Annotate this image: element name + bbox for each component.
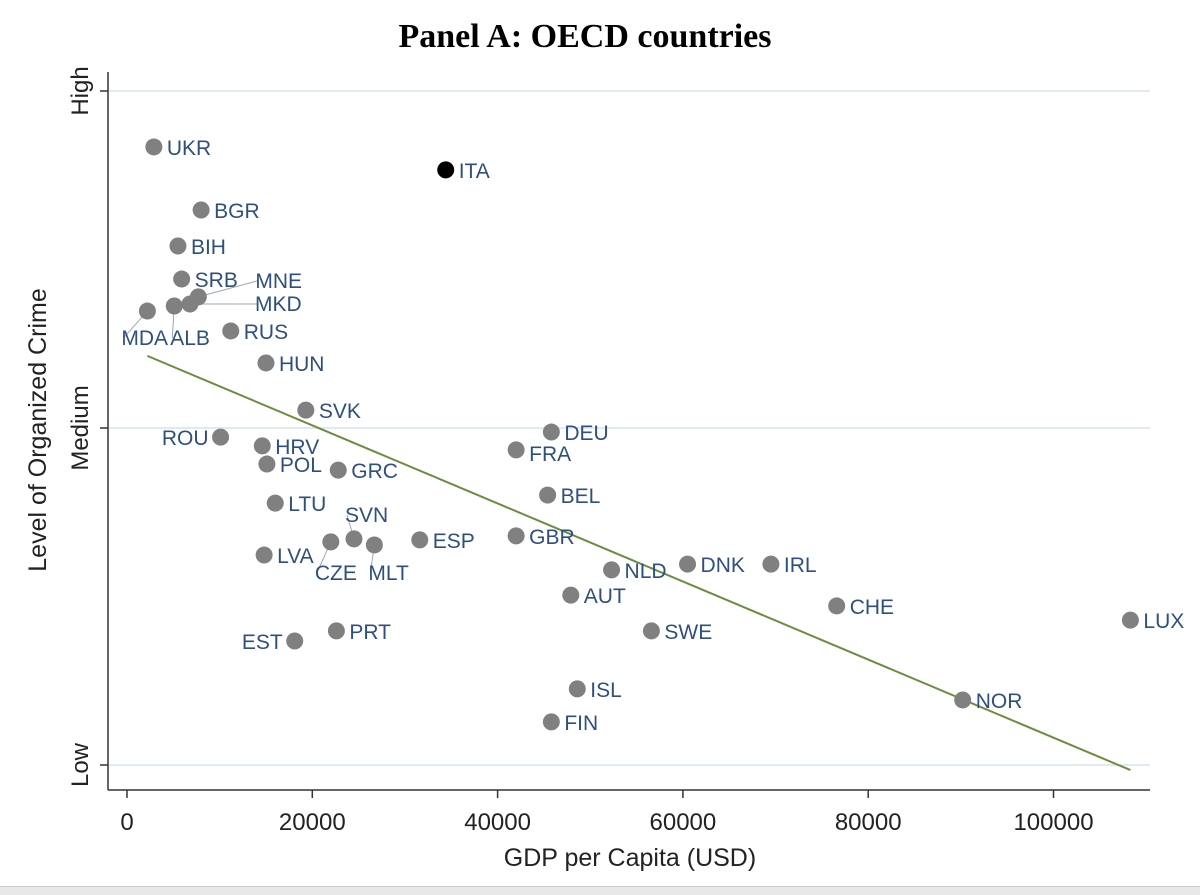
x-tick-label: 80000 (835, 809, 902, 836)
data-point-pol (258, 455, 276, 473)
data-label-rus: RUS (244, 321, 288, 344)
data-point-fin (542, 713, 560, 731)
data-point-lva (255, 546, 273, 564)
data-point-ukr (145, 138, 163, 156)
data-label-mlt: MLT (368, 562, 409, 585)
data-point-hrv (253, 437, 271, 455)
data-point-hun (257, 354, 275, 372)
data-label-aut: AUT (584, 585, 626, 608)
data-point-dnk (679, 555, 697, 573)
x-tick-label: 0 (120, 809, 133, 836)
data-label-deu: DEU (564, 422, 608, 445)
data-label-svn: SVN (345, 504, 388, 527)
chart-title: Panel A: OECD countries (398, 18, 772, 55)
y-tick-label: Medium (67, 385, 94, 470)
x-tick-label: 40000 (464, 809, 531, 836)
data-point-fra (507, 441, 525, 459)
data-point-esp (411, 531, 429, 549)
data-point-rus (222, 322, 240, 340)
data-label-bel: BEL (561, 485, 601, 508)
data-point-mkd (181, 295, 199, 313)
data-point-ltu (266, 494, 284, 512)
data-point-prt (327, 622, 345, 640)
grid-lines (109, 90, 1150, 766)
data-label-ita: ITA (459, 160, 490, 183)
data-point-gbr (507, 527, 525, 545)
data-label-mkd: MKD (255, 293, 302, 316)
y-tick-label: Low (67, 742, 94, 787)
data-point-irl (762, 555, 780, 573)
data-label-bih: BIH (191, 236, 226, 259)
data-point-isl (568, 680, 586, 698)
data-point-mda (138, 302, 156, 320)
data-label-ltu: LTU (288, 493, 326, 516)
data-point-rou (212, 428, 230, 446)
data-label-che: CHE (850, 596, 894, 619)
data-point-svk (297, 401, 315, 419)
data-label-fra: FRA (529, 443, 571, 466)
x-tick-label: 100000 (1013, 809, 1093, 836)
data-label-dnk: DNK (701, 554, 745, 577)
data-label-bgr: BGR (214, 200, 260, 223)
data-label-esp: ESP (433, 530, 475, 553)
data-point-deu (542, 423, 560, 441)
data-point-grc (329, 461, 347, 479)
data-label-irl: IRL (784, 554, 817, 577)
data-label-est: EST (242, 631, 283, 654)
data-label-alb: ALB (170, 327, 210, 350)
data-label-nld: NLD (625, 560, 667, 583)
data-label-isl: ISL (590, 679, 622, 702)
data-label-pol: POL (280, 454, 322, 477)
data-point-alb (165, 297, 183, 315)
data-point-che (828, 597, 846, 615)
data-label-mne: MNE (255, 270, 302, 293)
leader-line-mne (198, 280, 258, 298)
data-label-fin: FIN (564, 712, 598, 735)
data-label-nor: NOR (976, 690, 1023, 713)
data-point-aut (562, 586, 580, 604)
data-point-ita (437, 161, 455, 179)
data-label-swe: SWE (664, 621, 712, 644)
data-label-mda: MDA (121, 327, 168, 350)
data-points (138, 138, 1139, 731)
data-label-gbr: GBR (529, 526, 575, 549)
y-tick-label: High (67, 66, 94, 115)
data-point-nld (603, 561, 621, 579)
data-point-svn (345, 530, 363, 548)
data-point-lux (1121, 611, 1139, 629)
data-label-hun: HUN (279, 353, 325, 376)
data-point-mlt (365, 536, 383, 554)
data-label-rou: ROU (162, 427, 209, 450)
data-label-grc: GRC (351, 460, 398, 483)
y-axis-label: Level of Organized Crime (24, 288, 52, 571)
data-label-ukr: UKR (167, 137, 211, 160)
x-axis-label: GDP per Capita (USD) (504, 844, 756, 872)
data-point-srb (173, 270, 191, 288)
data-point-swe (642, 622, 660, 640)
x-tick-label: 60000 (650, 809, 717, 836)
data-label-lux: LUX (1143, 610, 1184, 633)
data-label-srb: SRB (195, 269, 238, 292)
x-axis-ticks: 0 20000 40000 60000 80000 100000 (120, 790, 1094, 836)
data-point-nor (954, 691, 972, 709)
data-label-hrv: HRV (275, 436, 319, 459)
data-point-bel (539, 486, 557, 504)
data-point-est (286, 632, 304, 650)
data-label-svk: SVK (319, 400, 361, 423)
y-axis-ticks: Low Medium High (67, 66, 108, 787)
x-tick-label: 20000 (279, 809, 346, 836)
data-label-prt: PRT (349, 621, 391, 644)
data-label-lva: LVA (277, 545, 314, 568)
data-point-bgr (192, 201, 210, 219)
data-point-bih (169, 237, 187, 255)
bottom-border (0, 886, 1200, 895)
data-point-cze (322, 533, 340, 551)
data-label-cze: CZE (315, 562, 357, 585)
